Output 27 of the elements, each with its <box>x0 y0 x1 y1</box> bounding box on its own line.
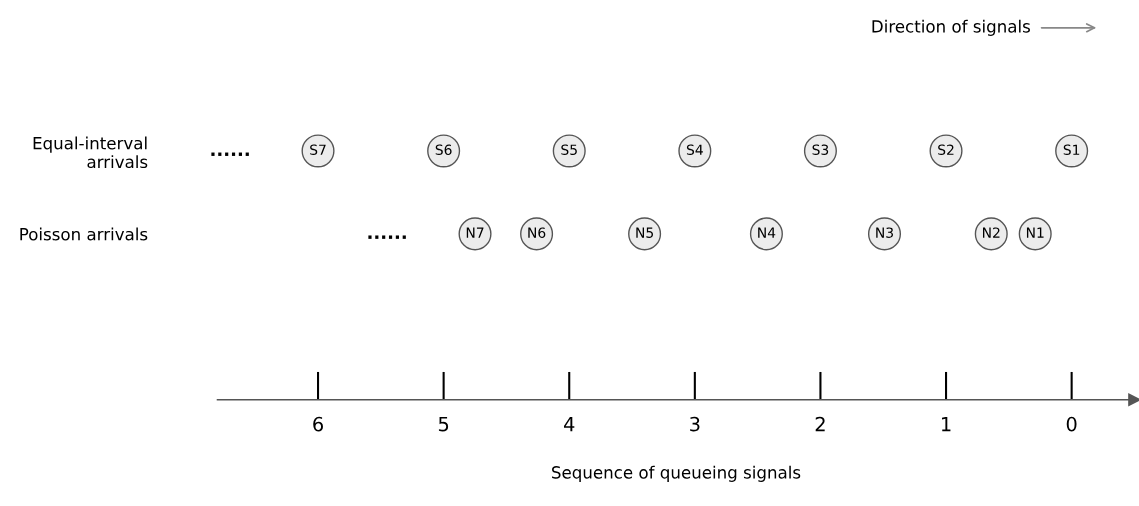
data-label: S4 <box>686 144 703 155</box>
data-label: S3 <box>812 144 829 155</box>
data-label: S2 <box>938 144 954 155</box>
data-label: N5 <box>636 227 653 238</box>
data-label: S6 <box>435 144 452 155</box>
x-tick-label: 6 <box>313 416 323 432</box>
data-label: N4 <box>758 227 776 238</box>
data-label: N6 <box>528 227 546 238</box>
data-label: N3 <box>876 227 893 238</box>
text: Direction of signals <box>872 19 1030 36</box>
annotation: ...... <box>211 152 249 156</box>
x-tick-label: 0 <box>1066 416 1077 432</box>
data-label: N7 <box>466 227 484 238</box>
annotation: ...... <box>368 235 406 239</box>
y-tick-label: Poisson arrivals <box>20 227 148 241</box>
data-label: S7 <box>310 144 326 155</box>
data-label: S5 <box>561 144 577 155</box>
x-tick-label: 4 <box>564 417 575 432</box>
x-tick-label: 5 <box>438 417 449 432</box>
data-label: S1 <box>1063 144 1080 155</box>
x-axis-title: Sequence of queueing signals <box>552 465 801 482</box>
x-tick-label: 3 <box>690 416 700 432</box>
data-label: N2 <box>983 227 1000 238</box>
y-tick-label: Equal-interval arrivals <box>33 136 148 169</box>
data-label: N1 <box>1026 227 1044 238</box>
x-tick-label: 1 <box>941 417 951 432</box>
x-tick-label: 2 <box>815 416 825 432</box>
